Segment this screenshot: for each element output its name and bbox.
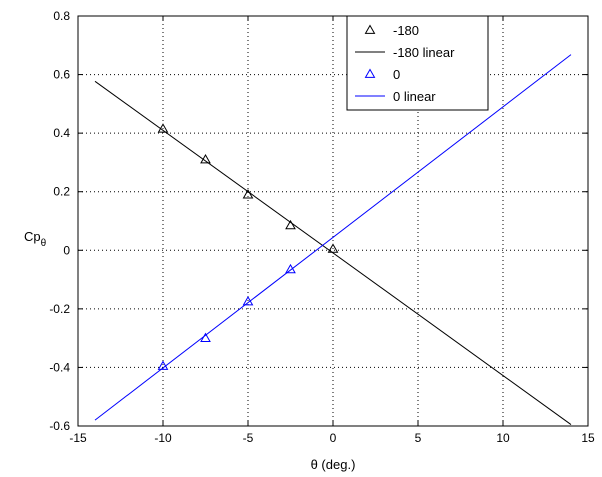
legend: -180 -180 linear 0 0 linear	[346, 15, 489, 111]
y-tick-label: -0.2	[49, 302, 70, 316]
data-point-marker	[327, 243, 339, 253]
x-tick-label: 15	[581, 431, 595, 445]
legend-entry-label: 0	[393, 67, 400, 82]
series-0	[157, 123, 339, 253]
series-1	[94, 80, 572, 425]
x-tick-label: -10	[154, 431, 172, 445]
axis-ticks: -15 -10 -5 0 5 10 15 -0.6 -0.4 -0.2 0 0.2 0.4 0.6 0.8	[49, 9, 595, 445]
y-tick-label: 0.6	[53, 68, 70, 82]
y-tick-label: 0.8	[53, 9, 70, 23]
y-axis-label: Cpθ	[24, 229, 47, 249]
data-point-marker	[285, 219, 296, 230]
x-tick-label: 5	[415, 431, 422, 445]
data-point-marker	[242, 189, 254, 199]
x-tick-label: -15	[69, 431, 87, 445]
legend-entry-label: -180	[393, 23, 419, 38]
y-axis-label-subscript: θ	[41, 238, 47, 249]
legend-entry-label: 0 linear	[393, 89, 436, 104]
data-point-marker	[157, 360, 169, 370]
series-3	[94, 54, 572, 421]
series-layer	[94, 54, 572, 425]
y-tick-label: 0	[63, 243, 70, 257]
legend-marker-swatch	[364, 68, 376, 78]
series-line	[94, 80, 572, 425]
y-axis-label-main: Cp	[24, 229, 41, 244]
legend-entry-label: -180 linear	[393, 45, 455, 60]
x-tick-label: 10	[496, 431, 510, 445]
y-tick-label: 0.2	[53, 185, 70, 199]
y-tick-label: -0.4	[49, 360, 70, 374]
series-line	[94, 54, 572, 421]
y-tick-label: -0.6	[49, 419, 70, 433]
x-tick-label: 0	[330, 431, 337, 445]
legend-marker-swatch	[364, 24, 376, 34]
legend-box	[346, 15, 489, 111]
y-tick-label: 0.4	[53, 126, 70, 140]
x-tick-label: -5	[243, 431, 254, 445]
x-axis-label: θ (deg.)	[311, 457, 356, 472]
